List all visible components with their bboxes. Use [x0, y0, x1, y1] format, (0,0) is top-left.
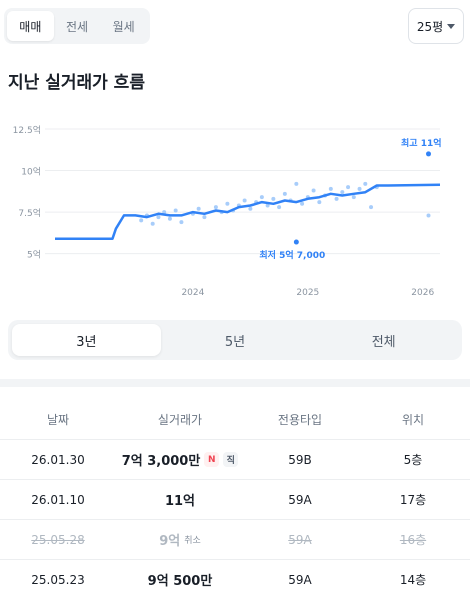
scatter-point: [156, 215, 161, 220]
table-header: 날짜 실거래가 전용타입 위치: [0, 400, 470, 440]
row-type: 59A: [288, 572, 312, 587]
table-row[interactable]: 26.01.10 11억 59A 17층: [0, 480, 470, 520]
tab-sale[interactable]: 매매: [7, 11, 54, 41]
header-floor: 위치: [401, 413, 425, 427]
section-title: 지난 실거래가 흐름: [8, 73, 145, 93]
row-price-cell: 9억 취소: [116, 530, 244, 549]
row-price-wrap: 7억 3,000만 N 직: [116, 450, 244, 469]
x-tick-label: 2026: [411, 288, 434, 298]
row-price: 11억: [164, 494, 196, 509]
scatter-point: [317, 200, 322, 205]
row-type: 59B: [288, 452, 312, 467]
area-select[interactable]: 25평: [408, 8, 464, 44]
scatter-point: [173, 208, 178, 213]
scatter-point: [311, 188, 316, 193]
table-row[interactable]: 26.01.30 7억 3,000만 N 직 59B 5층: [0, 440, 470, 480]
scatter-point: [150, 221, 155, 226]
tab-monthly-rent[interactable]: 월세: [112, 19, 135, 34]
y-tick-label: 5억: [27, 249, 41, 261]
header-date: 날짜: [46, 413, 70, 427]
scatter-point: [351, 195, 356, 200]
row-price: 9억: [159, 534, 181, 549]
row-price-cell: 7억 3,000만 N 직: [116, 450, 244, 469]
period-tabs: 3년 5년 전체: [8, 320, 462, 360]
scatter-point: [357, 186, 362, 191]
row-price: 9억 500만: [147, 574, 213, 589]
y-tick-label: 7.5억: [18, 207, 41, 219]
row-price-cell: 9억 500만: [116, 570, 244, 589]
scatter-point: [300, 201, 305, 206]
row-price-wrap: 9억 취소: [116, 530, 244, 549]
scatter-point: [248, 206, 253, 211]
y-tick-label: 12.5억: [13, 124, 41, 136]
max-point: [426, 151, 432, 157]
area-select-label: 25평: [416, 19, 444, 34]
scatter-point: [139, 218, 144, 223]
tab-3-years[interactable]: 3년: [12, 324, 161, 356]
row-type: 59A: [288, 492, 312, 507]
scatter-point: [277, 205, 282, 210]
row-floor: 5층: [403, 453, 423, 467]
tab-5-years[interactable]: 5년: [224, 334, 246, 350]
x-tick-label: 2024: [181, 288, 204, 298]
scatter-point: [282, 191, 287, 196]
scatter-point: [426, 213, 431, 218]
row-date: 25.05.28: [31, 532, 85, 547]
row-floor: 14층: [399, 573, 427, 587]
row-date: 25.05.23: [31, 572, 85, 587]
table-row-cancelled[interactable]: 25.05.28 9억 취소 59A 16층: [0, 520, 470, 560]
tab-all[interactable]: 전체: [371, 334, 396, 350]
scatter-point: [334, 196, 339, 201]
scatter-point: [179, 220, 184, 225]
y-tick-label: 10억: [21, 166, 41, 178]
header-price: 실거래가: [157, 413, 203, 427]
min-point: [293, 239, 299, 245]
scatter-point: [294, 181, 299, 186]
scatter-point: [265, 203, 270, 208]
x-tick-label: 2025: [296, 288, 319, 298]
scatter-point: [271, 196, 276, 201]
direct-trade-badge: 직: [223, 452, 239, 467]
row-price: 7억 3,000만: [121, 454, 201, 469]
scatter-point: [340, 190, 345, 195]
row-price-cell: 11억: [116, 490, 244, 509]
new-badge: N: [204, 452, 220, 467]
header-type: 전용타입: [277, 413, 323, 427]
scatter-point: [202, 215, 207, 220]
scatter-point: [363, 181, 368, 186]
scatter-point: [328, 186, 333, 191]
row-type: 59A: [288, 532, 312, 547]
chevron-down-icon: [447, 23, 456, 29]
trend-line: [55, 183, 441, 240]
cancel-tag: 취소: [184, 536, 201, 546]
scatter-point: [346, 185, 351, 190]
table-row[interactable]: 25.05.23 9억 500만 59A 14층: [0, 560, 470, 597]
row-floor: 16층: [399, 533, 427, 547]
max-label: 최고 11억: [401, 137, 442, 149]
scatter-point: [225, 201, 230, 206]
tab-jeonse[interactable]: 전세: [65, 19, 89, 34]
row-date: 26.01.10: [31, 492, 85, 507]
row-date: 26.01.30: [31, 452, 85, 467]
scatter-point: [196, 206, 201, 211]
scatter-point: [242, 198, 247, 203]
scatter-point: [162, 210, 167, 215]
transaction-table: 날짜 실거래가 전용타입 위치 26.01.30 7억 3,000만 N 직 5…: [0, 400, 470, 597]
section-divider: [0, 379, 470, 387]
scatter-point: [259, 195, 264, 200]
scatter-point: [369, 205, 374, 210]
min-label: 최저 5억 7,000: [259, 249, 325, 261]
scatter-point: [213, 205, 218, 210]
scatter-point: [167, 216, 172, 221]
row-floor: 17층: [399, 493, 427, 507]
trade-type-tabs: 매매 전세 월세: [4, 8, 150, 44]
